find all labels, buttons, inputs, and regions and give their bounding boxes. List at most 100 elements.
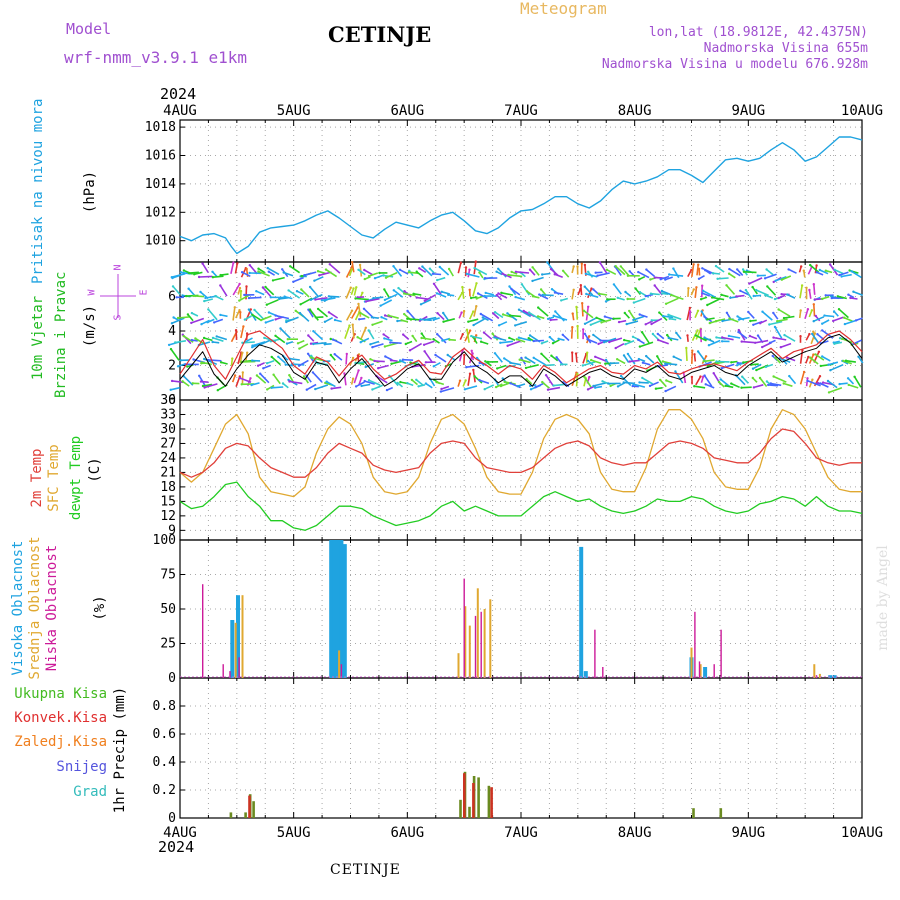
- wind-arrow: [334, 353, 343, 361]
- wind-arrowhead: [481, 316, 484, 319]
- wind-arrowhead: [501, 377, 504, 380]
- wind-arrowhead: [434, 353, 437, 357]
- wind-arrowhead: [288, 380, 291, 383]
- wind-arrowhead: [350, 309, 354, 312]
- elevation-text: Nadmorska Visina 655m: [703, 41, 868, 56]
- wind-arrow: [620, 375, 632, 386]
- wind-arrowhead: [561, 333, 564, 336]
- wind-arrowhead: [815, 271, 818, 274]
- wind-arrow: [759, 377, 768, 387]
- wind-arrow: [553, 383, 565, 387]
- wind-arrow: [201, 263, 209, 273]
- wind-arrow: [258, 268, 266, 274]
- wind-arrowhead: [576, 265, 579, 268]
- wind-arrow: [357, 303, 362, 317]
- wind-arrowhead: [249, 308, 252, 311]
- wind-arrowhead: [828, 263, 832, 266]
- wind-arrowhead: [617, 320, 621, 324]
- wind-arrow: [587, 288, 593, 299]
- wind-arrowhead: [583, 285, 586, 288]
- wind-arrowhead: [494, 385, 498, 389]
- wind-arrowhead: [508, 285, 511, 288]
- wind-arrowhead: [596, 274, 599, 277]
- wind-arrowhead: [546, 261, 549, 264]
- wind-arrowhead: [857, 355, 860, 358]
- wind-arrowhead: [814, 314, 817, 318]
- wind-arrowhead: [245, 267, 248, 271]
- wind-arrowhead: [520, 356, 523, 360]
- wind-arrowhead: [298, 311, 302, 315]
- wind-arrowhead: [766, 285, 769, 288]
- precip-legend-frozen: Zaledj.Kisa: [14, 734, 107, 750]
- wind-arrow: [344, 325, 351, 339]
- wind-arrowhead: [539, 288, 543, 291]
- wind-arrow: [851, 270, 862, 279]
- wind-arrowhead: [626, 297, 629, 301]
- wind-arrowhead: [528, 268, 532, 271]
- wind-arrow: [199, 275, 213, 278]
- wind-arrow: [418, 267, 427, 273]
- wind-arrowhead: [373, 277, 377, 280]
- wind-arrowhead: [693, 385, 696, 388]
- wind-arrowhead: [478, 271, 481, 274]
- wind-arrow: [315, 316, 324, 319]
- wind-arrowhead: [372, 297, 375, 300]
- wind-arrowhead: [514, 270, 518, 273]
- wind-arrowhead: [675, 331, 678, 335]
- wind-arrowhead: [495, 293, 498, 297]
- wind-arrowhead: [771, 354, 774, 358]
- station-title: CETINJE: [328, 22, 432, 47]
- wind-arrow: [471, 335, 483, 340]
- wind-compass: N S W E: [82, 260, 154, 332]
- wind-arrowhead: [560, 299, 563, 302]
- wind-arrowhead: [759, 322, 762, 325]
- wind-arrowhead: [802, 370, 806, 374]
- wind-arrow: [315, 384, 329, 390]
- wind-arrowhead: [614, 265, 617, 268]
- wind-arrowhead: [799, 309, 802, 312]
- wind-arrow: [617, 297, 625, 301]
- precip-bar: [244, 812, 247, 818]
- cloud-ytick-label: 50: [160, 602, 176, 617]
- wind-arrow: [598, 292, 608, 296]
- wind-arrowhead: [624, 290, 627, 294]
- wind-arrow: [637, 271, 650, 279]
- wind-arrowhead: [323, 343, 326, 346]
- wind-arrowhead: [827, 363, 830, 366]
- wind-arrow: [645, 293, 654, 297]
- wind-arrow: [721, 363, 735, 369]
- wind-arrowhead: [384, 355, 387, 358]
- wind-arrow: [705, 383, 715, 389]
- wind-arrow: [657, 333, 665, 340]
- wind-arrow: [439, 266, 450, 276]
- wind-arrowhead: [363, 277, 366, 281]
- wind-arrowhead: [580, 262, 583, 265]
- wind-arrowhead: [597, 342, 600, 346]
- wind-arrowhead: [735, 295, 738, 298]
- wind-arrowhead: [609, 384, 612, 388]
- wind-arrowhead: [667, 336, 670, 340]
- wind-arrow: [788, 375, 797, 385]
- wind-arrowhead: [608, 340, 611, 344]
- wind-arrow: [717, 277, 729, 280]
- wind-arrow: [728, 268, 741, 277]
- wind-arrowhead: [247, 308, 251, 311]
- wind-arrowhead: [247, 296, 251, 300]
- x-label-top: 6AUG: [390, 103, 424, 119]
- wind-arrow: [315, 297, 328, 301]
- wind-arrow: [416, 271, 424, 278]
- wind-arrow: [392, 265, 403, 277]
- wind-arrowhead: [462, 309, 466, 313]
- wind-arrow: [183, 375, 194, 386]
- wind-arrowhead: [741, 268, 745, 271]
- wind-arrowhead: [170, 322, 174, 325]
- precip-bar: [477, 777, 480, 818]
- wind-arrow: [259, 338, 272, 346]
- wind-arrowhead: [812, 320, 815, 323]
- wind-arrowhead: [650, 319, 653, 322]
- wind-arrowhead: [522, 309, 525, 313]
- wind-arrow: [649, 381, 659, 387]
- wind-arrowhead: [370, 316, 374, 319]
- wind-arrow: [358, 377, 363, 386]
- wind-arrowhead: [266, 266, 269, 270]
